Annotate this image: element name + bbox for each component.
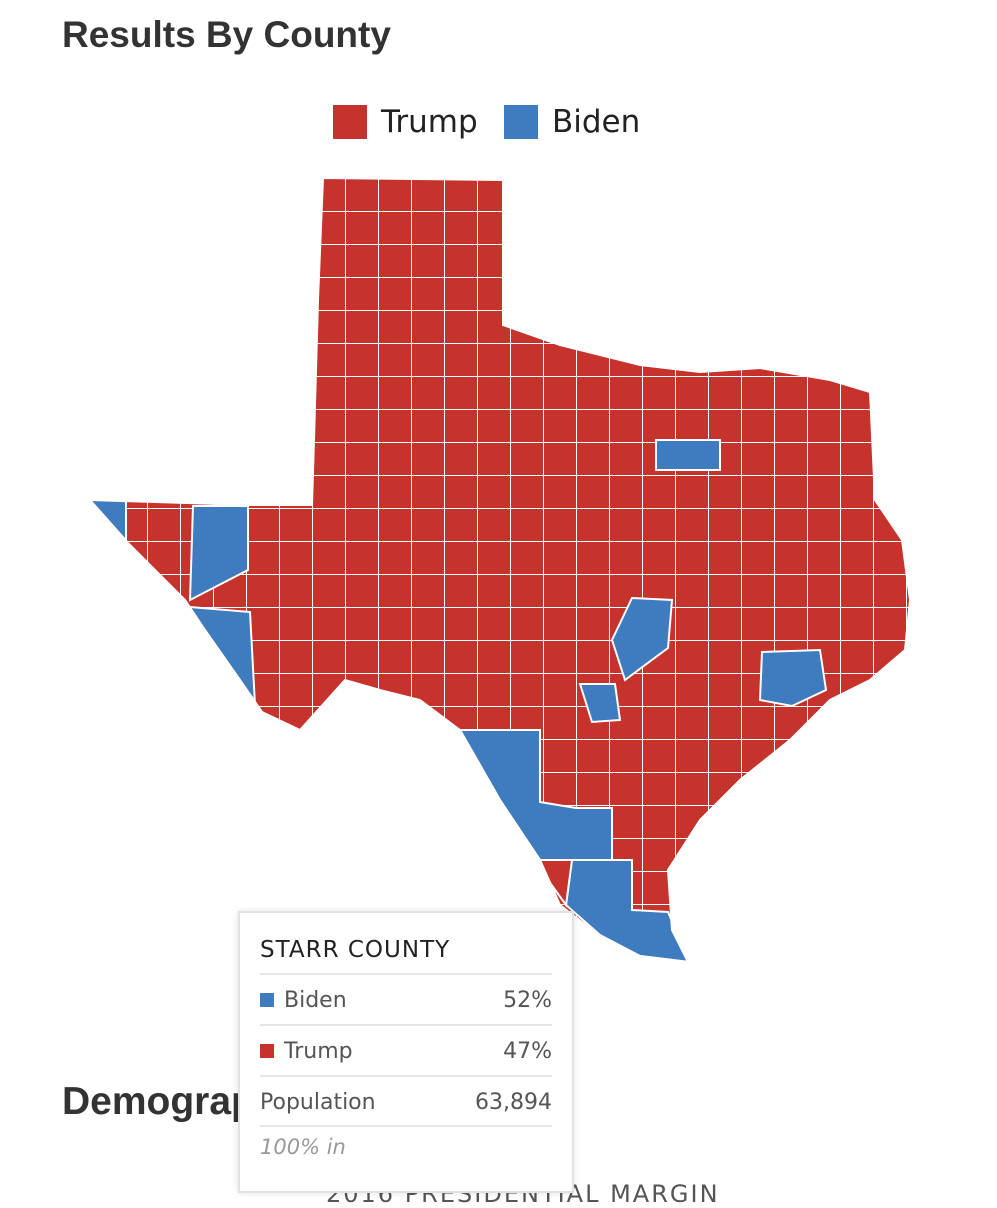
row-label: Population: [260, 1089, 376, 1115]
county-map[interactable]: [0, 160, 997, 980]
row-label: Biden: [284, 987, 347, 1013]
tooltip-title: STARR COUNTY: [260, 937, 451, 963]
legend-label: Biden: [552, 104, 641, 140]
row-value: 63,894: [475, 1089, 552, 1115]
row-value: 47%: [503, 1038, 552, 1064]
tooltip-row: Population 63,894: [260, 1075, 552, 1127]
title: Results By County: [62, 14, 391, 55]
tooltip-row: Trump 47%: [260, 1024, 552, 1076]
legend-item: Biden: [504, 104, 640, 140]
tooltip-footnote: 100% in: [260, 1135, 346, 1159]
tooltip: STARR COUNTY Biden 52% Trump 47% Populatio…: [238, 911, 574, 1193]
legend-swatch: [504, 105, 538, 139]
row-swatch: [260, 993, 274, 1007]
legend-item: Trump: [333, 104, 478, 140]
row-label: Trump: [284, 1038, 353, 1064]
row-value: 52%: [503, 987, 552, 1013]
legend-swatch: [333, 105, 367, 139]
tooltip-row: Biden 52%: [260, 973, 552, 1025]
row-swatch: [260, 1044, 274, 1058]
legend-label: Trump: [381, 104, 478, 140]
